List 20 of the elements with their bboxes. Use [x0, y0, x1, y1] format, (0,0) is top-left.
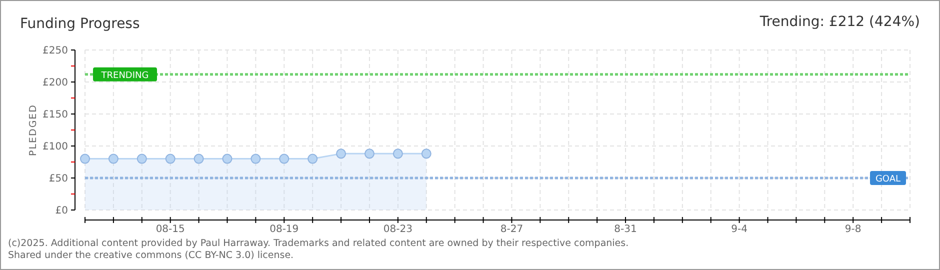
x-tick-label: 9-4 [731, 224, 748, 235]
x-tick-label: 8-31 [614, 224, 637, 235]
y-axis-title: PLEDGED [28, 104, 39, 156]
text: Shared under the creative commons (CC BY-NC 3.0) license. [8, 250, 294, 261]
ref-line-label: GOAL [875, 174, 901, 184]
x-tick-label: 08-19 [270, 224, 299, 235]
y-tick-label: £0 [55, 206, 68, 216]
y-tick-label: £100 [42, 142, 68, 152]
x-tick-label: 8-27 [500, 224, 524, 235]
ref-line-label: TRENDING [100, 70, 149, 81]
chart-title: Funding Progress [20, 16, 140, 32]
y-tick-label: £250 [42, 46, 68, 56]
text: (c)2025. Additional content provided by Paul Harraway. Trademarks and related content are owned by their respective companies. [8, 238, 629, 249]
y-tick-label: £200 [42, 78, 68, 88]
y-tick-label: £50 [48, 174, 68, 184]
text: Trending: £212 (424%) [758, 14, 920, 30]
x-tick-label: 08-15 [156, 224, 185, 235]
y-tick-label: £150 [42, 110, 68, 120]
x-tick-label: 08-23 [383, 224, 412, 235]
x-tick-label: 9-8 [844, 224, 862, 235]
